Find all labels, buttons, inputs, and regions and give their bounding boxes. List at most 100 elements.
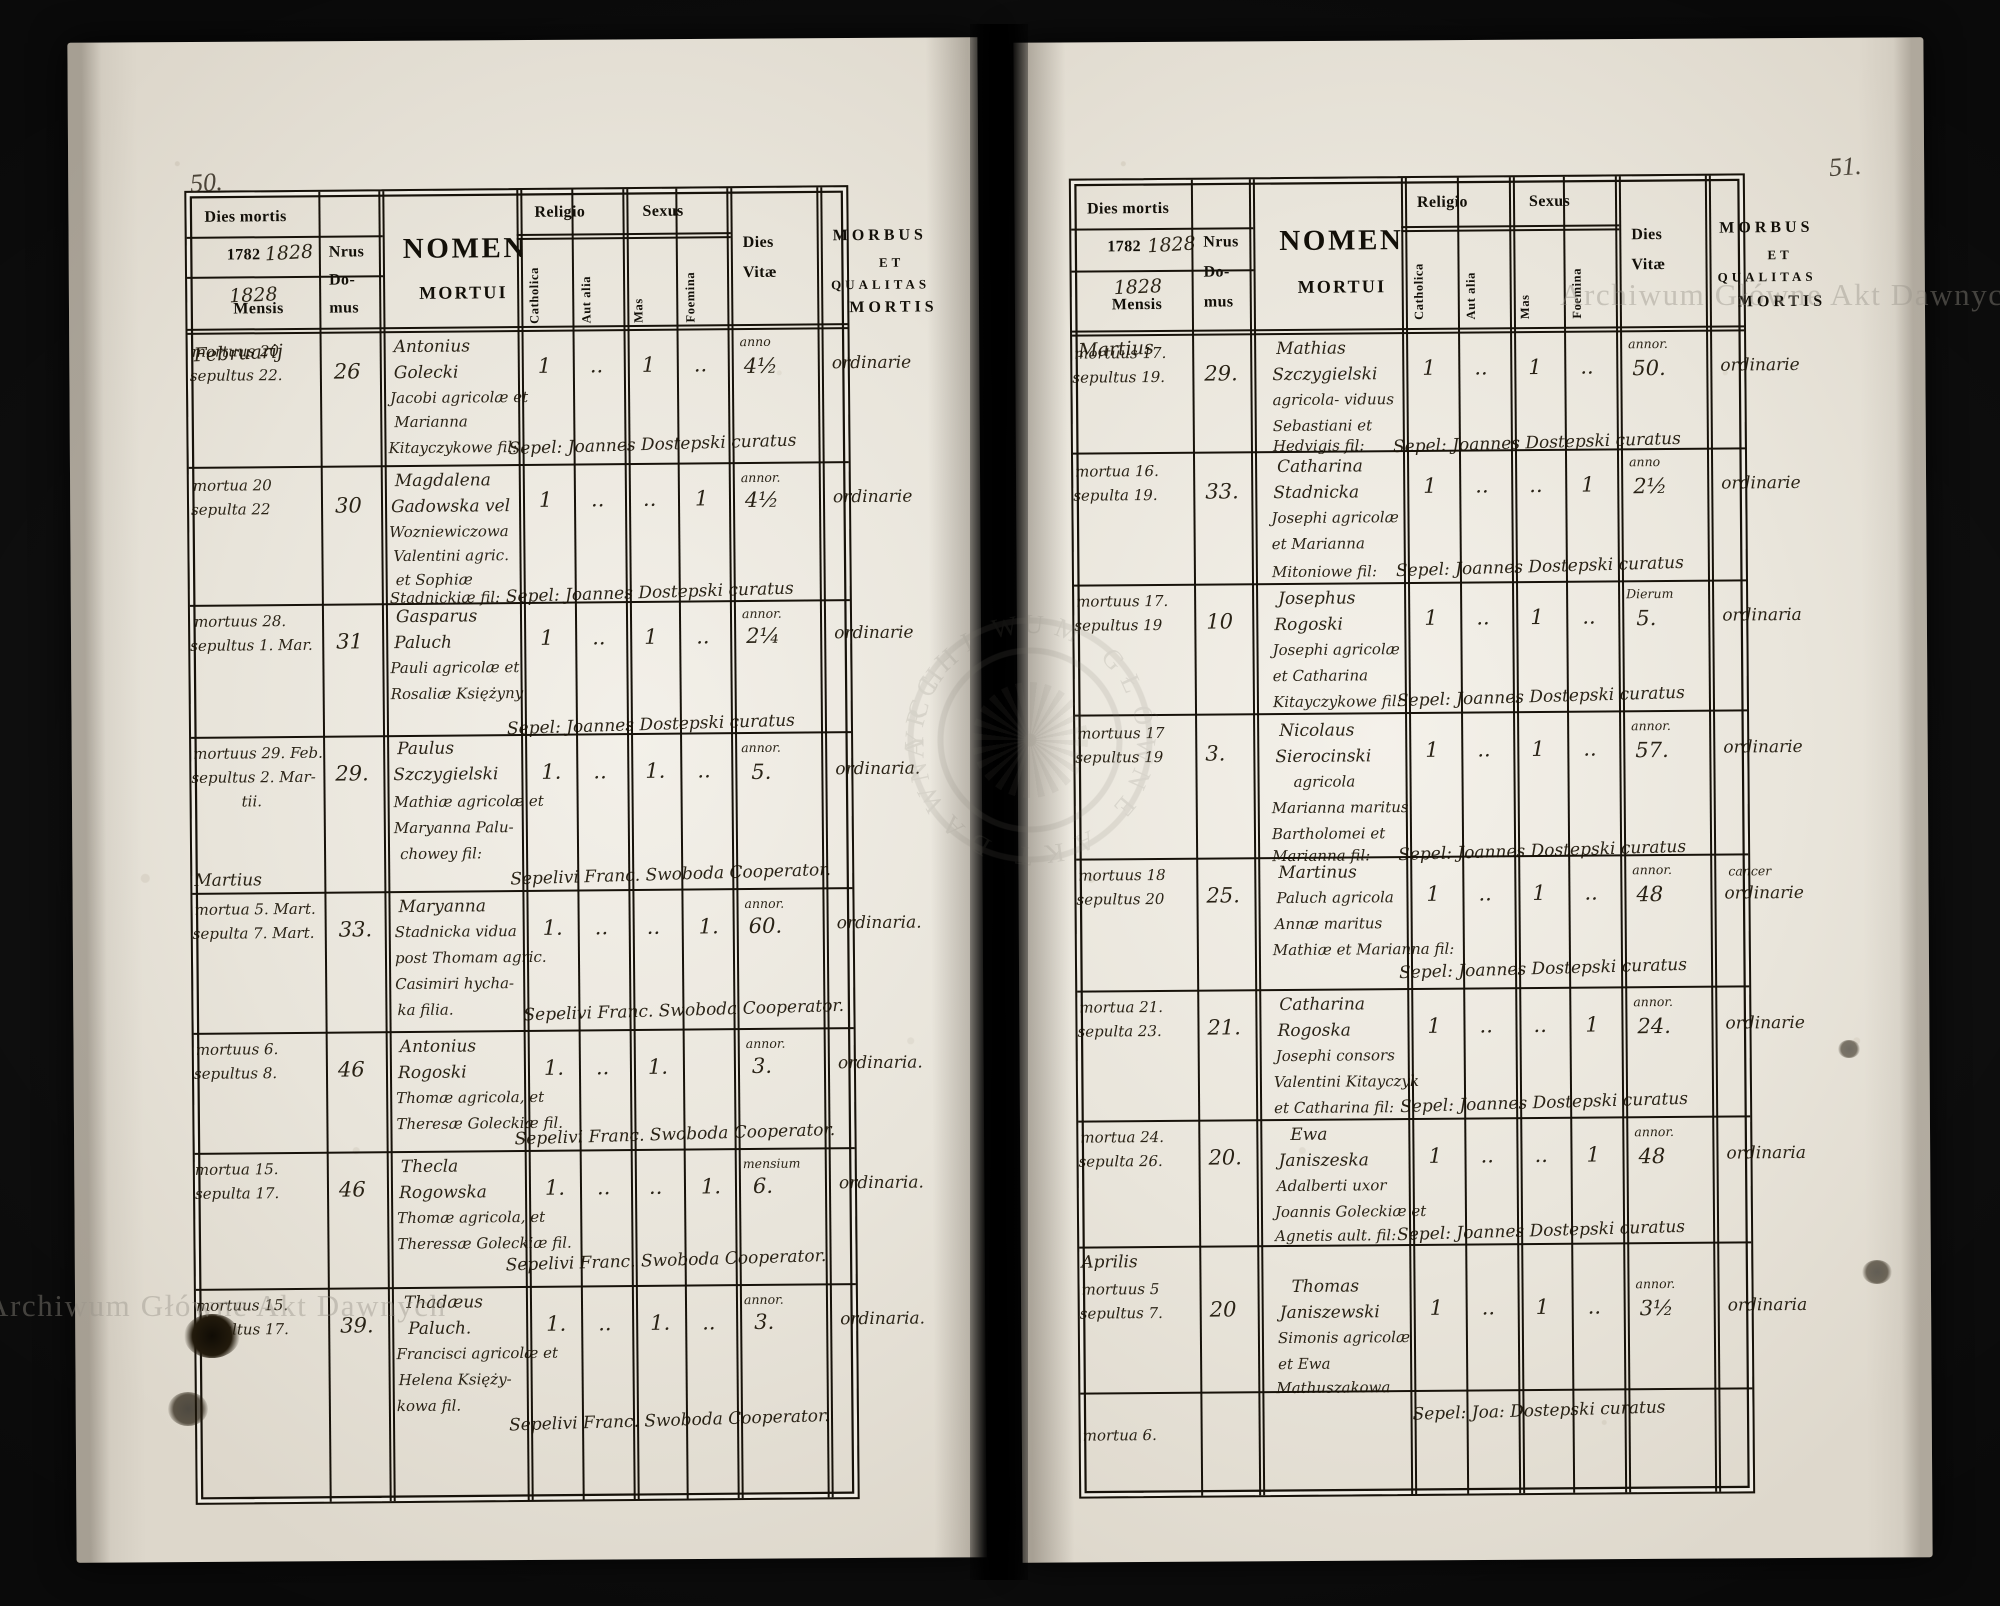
row-name-5: chowey fil: (399, 844, 483, 864)
row-morbus: ordinarie (831, 352, 912, 374)
row-name-4: Maryanna Palu- (393, 818, 514, 838)
row-foemina: .. (696, 624, 710, 649)
row-name-3: Annæ maritus (1274, 914, 1383, 934)
row-morbus: ordinaria (1726, 1142, 1807, 1164)
row-domus: 20 (1209, 1297, 1237, 1322)
col-rule (1190, 179, 1204, 1496)
row-mortuus: mortua 24. (1080, 1127, 1165, 1147)
col-rule (675, 188, 689, 1499)
row-mas: 1 (1528, 354, 1542, 380)
header-et: ET (1767, 246, 1793, 263)
row-aetas-unit: annor. (743, 1291, 784, 1308)
row-aetas-unit: annor. (744, 895, 785, 912)
row-name-4: Valentini Kitayczyk (1273, 1071, 1420, 1092)
row-mas: .. (1529, 472, 1543, 498)
row-name-1: Thomas (1291, 1276, 1360, 1297)
row-morbus: ordinaria (1727, 1294, 1808, 1316)
row-catholica: 1 (1423, 473, 1437, 498)
row-morbus: ordinarie (1720, 354, 1800, 376)
row-mas: 1. (650, 1310, 671, 1335)
row-month-note: Aprilis (1081, 1252, 1138, 1273)
dies-mortis-rule (186, 235, 383, 239)
row-sepultus: sepulta 19. (1073, 485, 1158, 505)
row-name-2: Szczygielski (393, 764, 499, 786)
right-folio-number: 51. (1827, 150, 1863, 183)
row-mas: 1 (1535, 1294, 1550, 1320)
row-sepultus: sepulta 7. Mart. (192, 923, 315, 943)
header-mensis: Mensis (1111, 295, 1163, 314)
header-catholica: Catholica (526, 267, 542, 324)
row-name-5: Hedvigis fil: (1272, 436, 1365, 456)
row-name-3: Josephi agricolæ (1272, 640, 1400, 660)
row-mortuus: mortuus 17. (1076, 591, 1169, 611)
header-mortui: MORTUI (419, 282, 508, 303)
row-name-1: Magdalena (394, 470, 491, 492)
row-sepultus: sepultus 22. (189, 366, 283, 385)
row-aetas: 60. (748, 913, 783, 939)
row-name-2: Paluch agricola (1276, 888, 1394, 908)
row-foemina: .. (1583, 736, 1597, 761)
row-name-1: Catharina (1277, 456, 1363, 478)
row-name-2: Paluch. (408, 1318, 472, 1340)
header-year-written: 1828 (264, 240, 314, 266)
row-aetas: 48 (1636, 882, 1664, 907)
row-name-2: Stadnicka vidua (394, 922, 517, 942)
row-aut-alia: .. (1476, 605, 1490, 630)
row-name-4: Marianna maritus (1271, 798, 1409, 818)
row-aetas-unit: Dierum (1626, 585, 1674, 602)
row-morbus: ordinarie (1723, 736, 1803, 758)
row-morbus: ordinaria. (835, 758, 921, 780)
row-sepultus: sepulta 17. (194, 1184, 280, 1203)
row-aetas-unit: annor. (740, 469, 781, 486)
row-domus: 29. (335, 761, 369, 786)
row-celebrant: Sepel: Joannes Dostepski curatus (1399, 1088, 1689, 1118)
row-mas: .. (1534, 1142, 1548, 1168)
col-rule (1456, 177, 1470, 1494)
row-domus: 33. (1205, 479, 1239, 504)
row-name-3: Josephi agricolæ (1271, 508, 1399, 528)
row-domus: 25. (1206, 883, 1240, 908)
open-book: 50. (67, 24, 1933, 1580)
header-nomen: NOMEN (1279, 224, 1404, 258)
row-sepultus: sepultus 1. Mar. (190, 635, 313, 655)
row-catholica: 1 (540, 625, 554, 650)
row-name-4: et Marianna (1271, 534, 1365, 554)
row-aetas-unit: annor. (1635, 1275, 1676, 1292)
row-name-4: Marianna (394, 412, 468, 432)
row-name-3: Jacobi agricolæ et (390, 387, 529, 408)
row-domus: 33. (338, 917, 373, 942)
row-name-4: Casimiri hycha- (395, 974, 515, 994)
row-name-1: Catharina (1279, 994, 1366, 1016)
row-mas: .. (642, 486, 657, 511)
row-mas: 1. (645, 758, 666, 783)
col-rule (571, 189, 585, 1500)
row-name-4: Valentini agric. (393, 546, 510, 566)
row-aetas: 4½ (743, 353, 778, 379)
header-aut-alia: Aut alia (579, 275, 594, 324)
row-aetas: 2½ (1633, 473, 1668, 499)
header-catholica: Catholica (1411, 263, 1426, 320)
row-aetas: 5. (1636, 606, 1657, 631)
header-aut-alia: Aut alia (1463, 271, 1478, 320)
row-aetas-unit: anno (739, 333, 771, 350)
row-morbus: ordinarie (1724, 882, 1804, 904)
header-mortis: MORTIS (1737, 292, 1827, 311)
row-domus: 46 (338, 1177, 366, 1202)
left-register-table: Dies mortis 1782 1828 1828 Mensis Februa… (184, 185, 938, 1505)
row-name-4: Mathiæ et Marianna fil: (1272, 939, 1455, 960)
row-aut-alia: .. (595, 1055, 610, 1080)
row-foemina: 1. (698, 914, 719, 939)
row-name-1: Antonius (399, 1036, 477, 1058)
row-name-1: Martinus (1278, 862, 1357, 884)
row-name-5: Agnetis ault. fil: (1275, 1226, 1397, 1246)
header-nrus: Nrus (1203, 233, 1239, 251)
row-aut-alia: .. (589, 353, 604, 378)
row-celebrant: Sepel: Joannes Dostepski curatus (1396, 1216, 1686, 1246)
row-foemina: 1. (700, 1174, 722, 1199)
row-mortuus: mortuus 20 (191, 342, 280, 361)
row-aut-alia: .. (1481, 1295, 1496, 1320)
row-celebrant: Sepel: Joannes Dostepski curatus (1395, 552, 1685, 582)
row-catholica: 1 (537, 353, 552, 378)
header-mortui: MORTUI (1297, 276, 1387, 297)
row-name-5: Bartholomei et (1271, 824, 1386, 844)
